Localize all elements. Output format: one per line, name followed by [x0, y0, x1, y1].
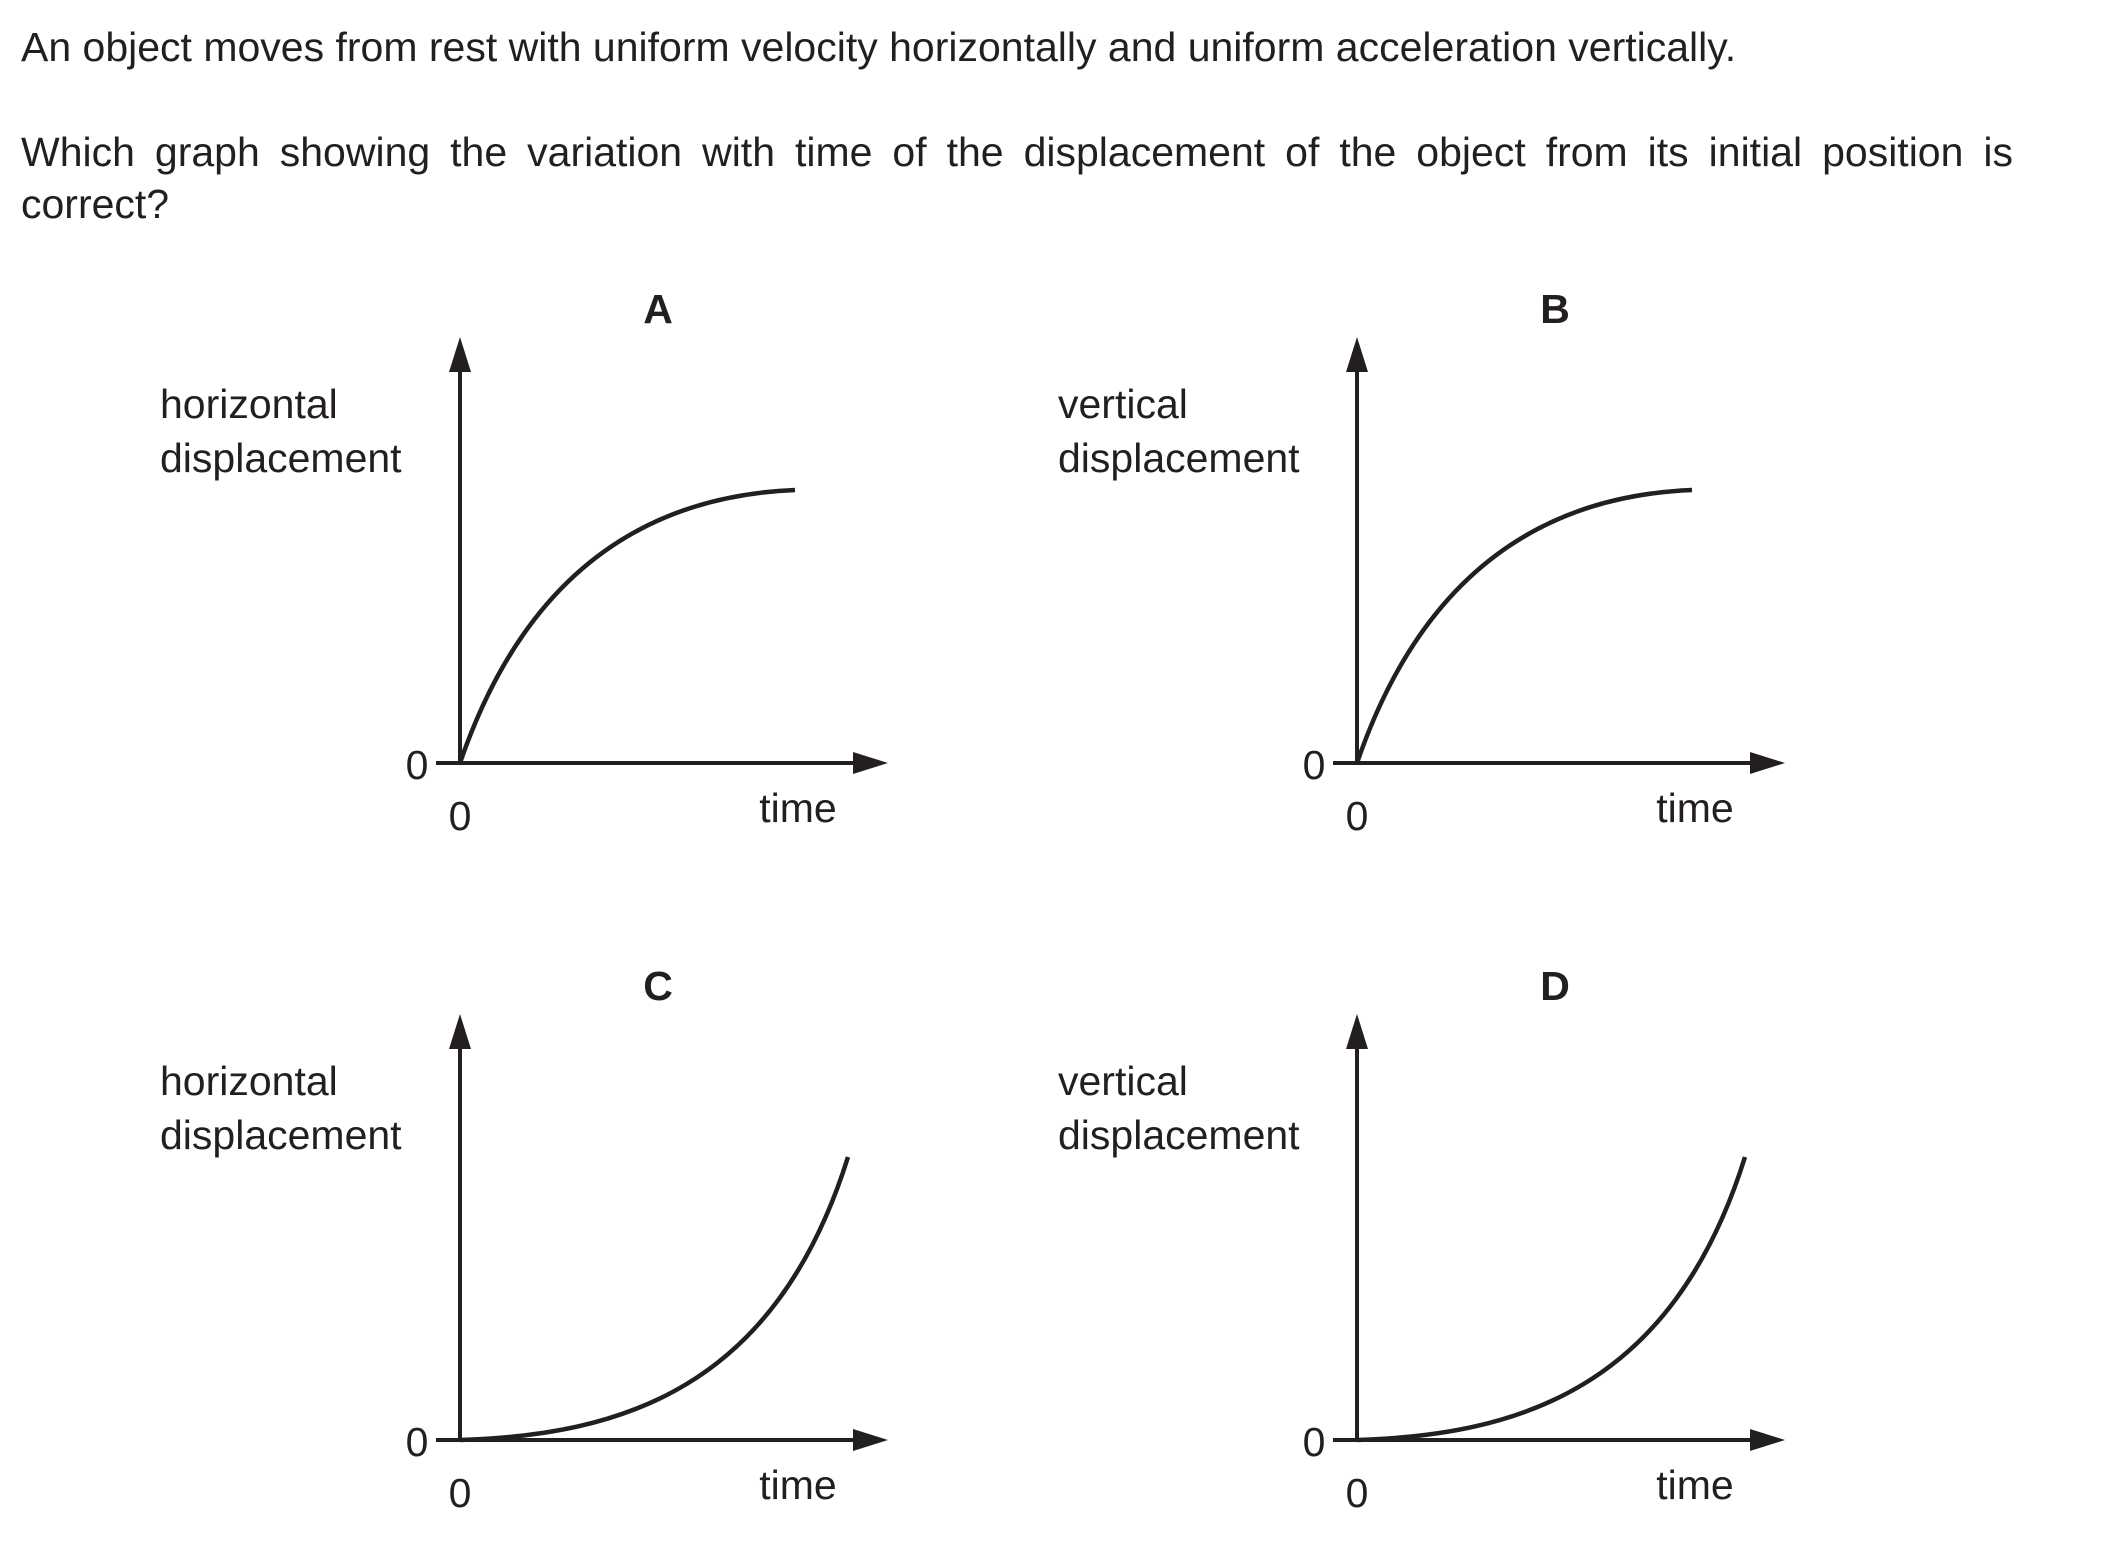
x-axis-label: time — [759, 785, 836, 831]
y-axis-label-line1: vertical — [1058, 381, 1188, 427]
x-axis-label: time — [759, 1462, 836, 1508]
graph-c: C horizontal displacement 0 0 time — [160, 963, 888, 1516]
x-axis-arrowhead — [1750, 1429, 1785, 1451]
x-origin-label: 0 — [1346, 793, 1369, 839]
question-prompt: Which graph showing the variation with t… — [21, 129, 2013, 227]
graph-b: B vertical displacement 0 0 time — [1058, 286, 1785, 839]
displacement-curve — [459, 1156, 851, 1443]
y-axis-label-line1: vertical — [1058, 1058, 1188, 1104]
y-axis-label-line1: horizontal — [160, 1058, 338, 1104]
graph-a: A horizontal displacement 0 0 time — [160, 286, 888, 839]
y-axis-arrowhead — [1346, 1014, 1368, 1049]
option-letter-c: C — [643, 963, 673, 1009]
y-axis-label-line2: displacement — [1058, 435, 1300, 481]
y-axis-label-line1: horizontal — [160, 381, 338, 427]
displacement-curve — [457, 487, 796, 764]
graph-d: D vertical displacement 0 0 time — [1058, 963, 1785, 1516]
x-axis-arrowhead — [1750, 752, 1785, 774]
y-origin-label: 0 — [1303, 742, 1326, 788]
option-letter-a: A — [643, 286, 673, 332]
y-axis-arrowhead — [449, 337, 471, 372]
y-origin-label: 0 — [406, 742, 429, 788]
displacement-curve — [1356, 1156, 1748, 1443]
y-axis-label-line2: displacement — [160, 1112, 402, 1158]
x-axis-arrowhead — [853, 752, 888, 774]
displacement-curve — [1354, 487, 1693, 764]
y-origin-label: 0 — [406, 1419, 429, 1465]
x-axis-arrowhead — [853, 1429, 888, 1451]
y-origin-label: 0 — [1303, 1419, 1326, 1465]
x-axis-label: time — [1656, 785, 1733, 831]
x-origin-label: 0 — [449, 793, 472, 839]
x-axis-label: time — [1656, 1462, 1733, 1508]
x-origin-label: 0 — [449, 1470, 472, 1516]
option-letter-b: B — [1540, 286, 1570, 332]
y-axis-arrowhead — [449, 1014, 471, 1049]
y-axis-arrowhead — [1346, 337, 1368, 372]
x-origin-label: 0 — [1346, 1470, 1369, 1516]
question-statement: An object moves from rest with uniform v… — [21, 24, 1737, 70]
y-axis-label-line2: displacement — [160, 435, 402, 481]
option-letter-d: D — [1540, 963, 1570, 1009]
y-axis-label-line2: displacement — [1058, 1112, 1300, 1158]
